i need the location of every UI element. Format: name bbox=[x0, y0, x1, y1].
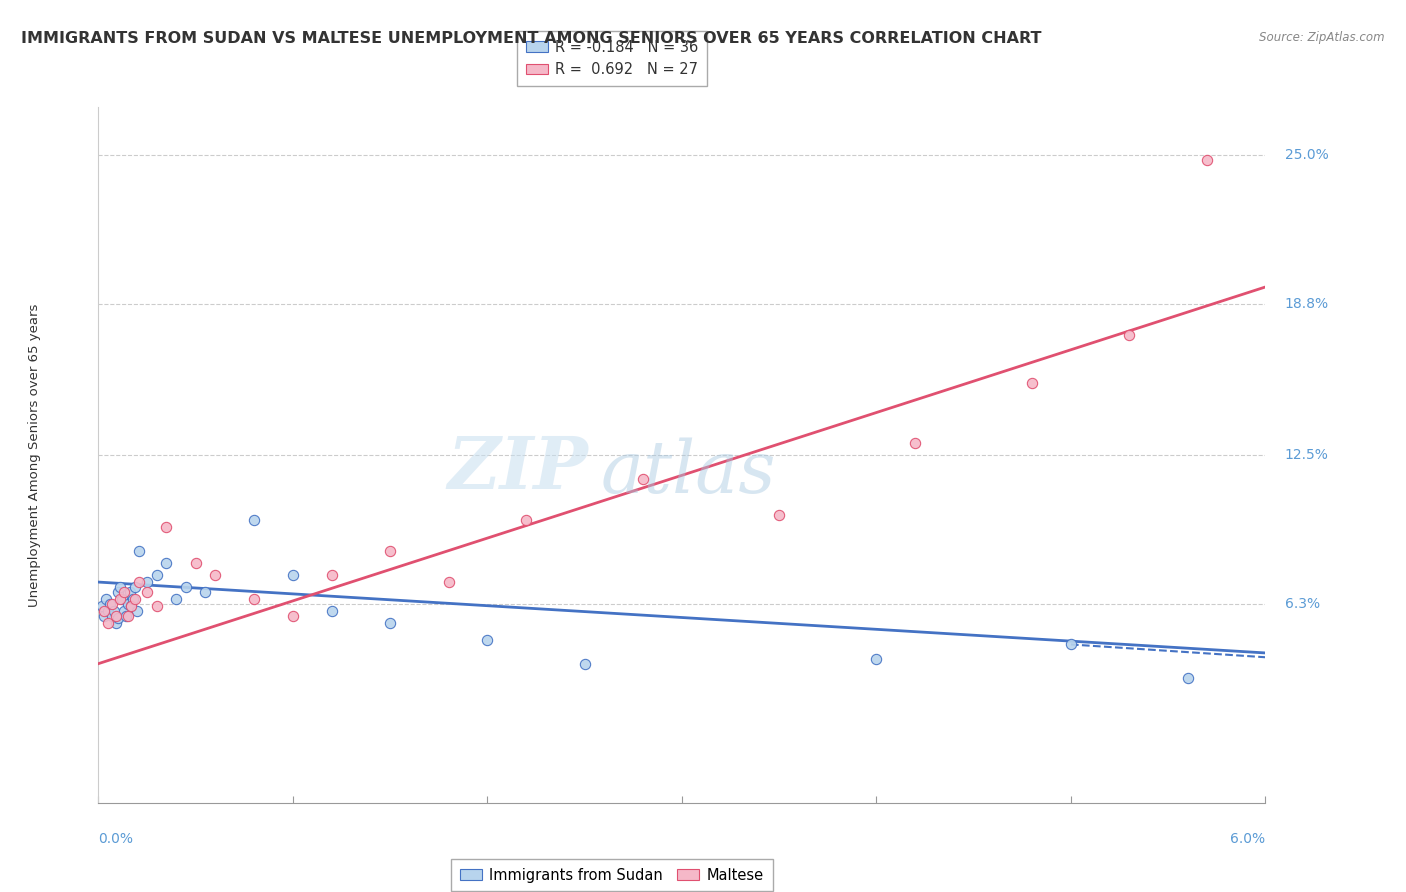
Point bbox=[97, 604, 120, 618]
Point bbox=[477, 632, 499, 647]
Point bbox=[146, 599, 169, 613]
Point bbox=[114, 608, 136, 623]
Point bbox=[107, 584, 129, 599]
Point bbox=[117, 608, 139, 623]
Text: ZIP: ZIP bbox=[447, 434, 589, 504]
Text: Source: ZipAtlas.com: Source: ZipAtlas.com bbox=[1260, 31, 1385, 45]
Point bbox=[768, 508, 790, 522]
Point bbox=[98, 597, 121, 611]
Legend: Immigrants from Sudan, Maltese: Immigrants from Sudan, Maltese bbox=[451, 859, 772, 891]
Point bbox=[204, 567, 226, 582]
Point bbox=[108, 580, 131, 594]
Point bbox=[155, 556, 177, 570]
Point bbox=[1195, 153, 1218, 167]
Point bbox=[631, 472, 654, 486]
Point bbox=[155, 520, 177, 534]
Point bbox=[378, 544, 402, 558]
Point bbox=[103, 604, 125, 618]
Point bbox=[574, 657, 596, 671]
Point bbox=[127, 604, 149, 618]
Point bbox=[378, 615, 402, 630]
Point bbox=[146, 567, 169, 582]
Point bbox=[122, 591, 145, 606]
Point bbox=[121, 599, 143, 613]
Point bbox=[108, 591, 131, 606]
Point bbox=[281, 608, 304, 623]
Point bbox=[184, 556, 207, 570]
Text: 18.8%: 18.8% bbox=[1285, 297, 1329, 310]
Point bbox=[104, 615, 127, 630]
Point bbox=[96, 591, 118, 606]
Point bbox=[1118, 328, 1140, 343]
Point bbox=[321, 604, 343, 618]
Point bbox=[136, 575, 159, 590]
Point bbox=[91, 599, 114, 613]
Point bbox=[93, 604, 115, 618]
Text: IMMIGRANTS FROM SUDAN VS MALTESE UNEMPLOYMENT AMONG SENIORS OVER 65 YEARS CORREL: IMMIGRANTS FROM SUDAN VS MALTESE UNEMPLO… bbox=[21, 31, 1042, 46]
Point bbox=[128, 575, 150, 590]
Point bbox=[165, 591, 187, 606]
Text: 25.0%: 25.0% bbox=[1285, 148, 1329, 162]
Point bbox=[437, 575, 460, 590]
Point bbox=[107, 611, 129, 625]
Point bbox=[136, 584, 159, 599]
Point bbox=[124, 580, 146, 594]
Point bbox=[112, 584, 135, 599]
Point bbox=[1060, 637, 1083, 651]
Text: 0.0%: 0.0% bbox=[98, 831, 134, 846]
Point bbox=[243, 513, 266, 527]
Point bbox=[101, 608, 124, 623]
Point bbox=[112, 604, 135, 618]
Point bbox=[321, 567, 343, 582]
Point bbox=[1021, 376, 1043, 390]
Text: Unemployment Among Seniors over 65 years: Unemployment Among Seniors over 65 years bbox=[28, 303, 41, 607]
Point bbox=[118, 584, 141, 599]
Text: 6.0%: 6.0% bbox=[1230, 831, 1265, 846]
Point bbox=[93, 608, 115, 623]
Point bbox=[117, 597, 139, 611]
Point bbox=[174, 580, 197, 594]
Point bbox=[865, 652, 887, 666]
Point bbox=[101, 597, 124, 611]
Point bbox=[1177, 671, 1199, 685]
Point bbox=[128, 544, 150, 558]
Point bbox=[194, 584, 217, 599]
Point bbox=[97, 615, 120, 630]
Point bbox=[904, 436, 927, 450]
Point bbox=[111, 591, 134, 606]
Text: atlas: atlas bbox=[600, 437, 776, 508]
Point bbox=[104, 608, 127, 623]
Point bbox=[121, 599, 143, 613]
Text: 12.5%: 12.5% bbox=[1285, 448, 1329, 462]
Point bbox=[281, 567, 304, 582]
Point bbox=[515, 513, 537, 527]
Text: 6.3%: 6.3% bbox=[1285, 597, 1320, 611]
Point bbox=[243, 591, 266, 606]
Point bbox=[124, 591, 146, 606]
